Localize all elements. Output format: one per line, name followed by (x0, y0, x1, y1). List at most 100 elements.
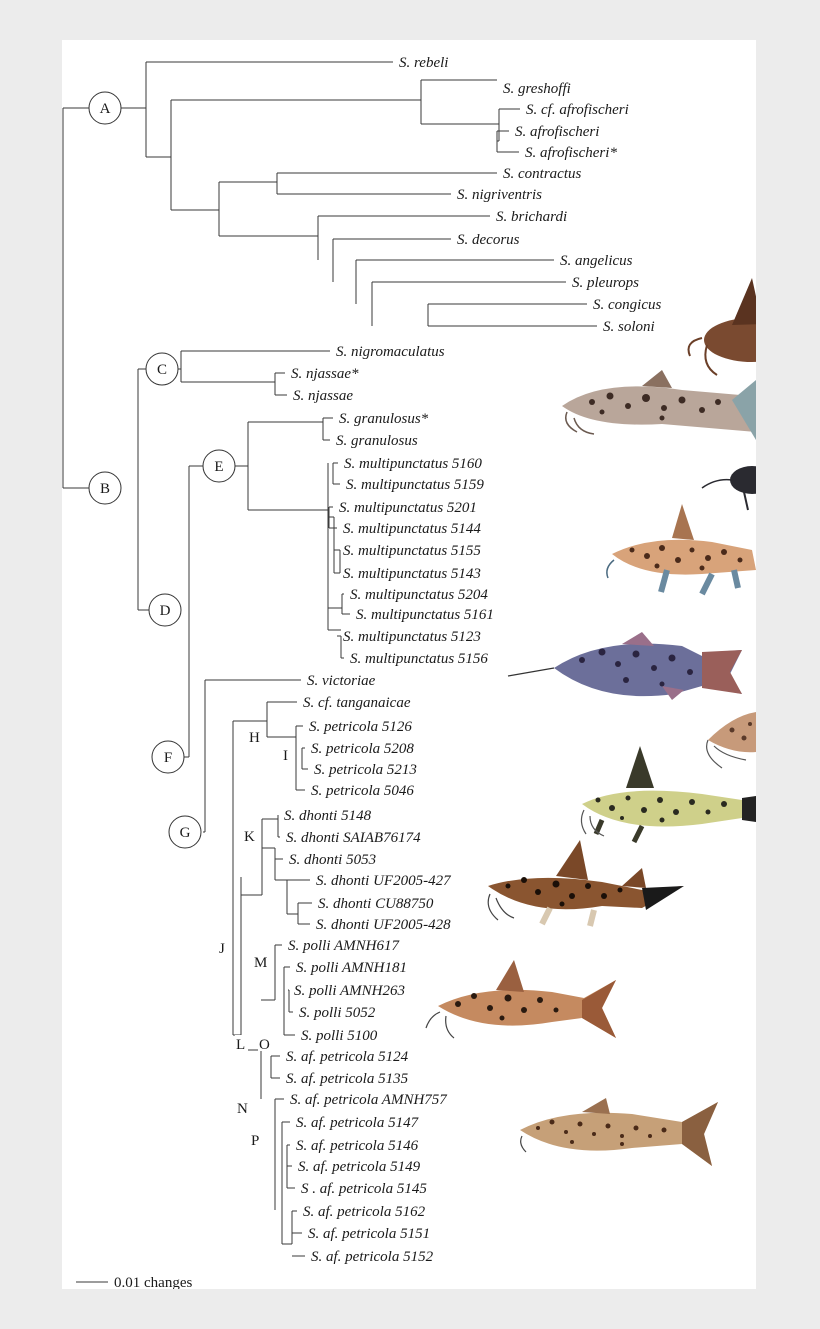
clade-label-background (253, 953, 266, 969)
clade-node-label: E (214, 459, 223, 475)
taxon-label: S. granulosus* (339, 411, 429, 427)
clade-node-label: P (251, 1133, 259, 1149)
taxon-label: S. njassae (293, 388, 353, 404)
clade-node-label: I (283, 748, 288, 764)
taxon-label: S. cf. tanganaicae (303, 695, 411, 711)
clade-node-circle (88, 471, 122, 505)
taxon-label: S. polli AMNH263 (294, 983, 405, 999)
clade-label-background (282, 746, 295, 762)
clade-node-label: J (219, 941, 225, 957)
clade-node-c: C (145, 352, 179, 386)
taxon-label: S. congicus (593, 297, 661, 313)
taxon-label: S. petricola 5046 (311, 783, 414, 799)
catfish-brown-icon (687, 278, 756, 376)
phylogenetic-tree: S. rebeli S. greshoffi S. cf. afrofischeri… (62, 55, 756, 1289)
taxon-label: S. polli AMNH617 (288, 938, 400, 954)
catfish-tan-small-spots-icon (520, 1098, 718, 1166)
clade-node-label: N (237, 1101, 248, 1117)
taxon-label: S. rebeli (399, 55, 448, 71)
taxon-label: S. multipunctatus 5156 (350, 651, 488, 667)
clade-node-label: A (100, 101, 111, 117)
catfish-orange-spotted-icon (425, 960, 616, 1039)
taxon-label: S. multipunctatus 5201 (339, 500, 477, 516)
scale-bar-label: 0.01 changes (114, 1275, 192, 1289)
clade-nodes: A B C D E F G H I J K L M N O P (88, 91, 295, 1149)
catfish-dark-head-icon (701, 466, 756, 511)
taxon-label: S. greshoffi (503, 81, 571, 97)
taxon-label: S. polli 5100 (301, 1028, 378, 1044)
taxon-label: S. victoriae (307, 673, 376, 689)
clade-node-n: N (236, 1099, 249, 1117)
clade-label-background (248, 728, 261, 744)
taxon-label: S. multipunctatus 5155 (343, 543, 481, 559)
clade-label-background (236, 1099, 249, 1115)
taxon-label: S. af. petricola 5151 (308, 1226, 430, 1242)
clade-node-label: G (180, 825, 191, 841)
clade-node-circle (151, 740, 185, 774)
taxon-label: S. pleurops (572, 275, 639, 291)
clade-node-circle (168, 815, 202, 849)
taxon-label: S. afrofischeri (515, 124, 599, 140)
taxon-label: S. cf. afrofischeri (526, 102, 629, 118)
catfish-partial-spotted-icon (706, 712, 756, 769)
clade-node-label: C (157, 362, 167, 378)
taxon-label: S. af. petricola 5162 (303, 1204, 426, 1220)
taxon-label: S. polli AMNH181 (296, 960, 407, 976)
taxon-label: S. decorus (457, 232, 520, 248)
taxon-label: S. granulosus (336, 433, 418, 449)
taxon-label: S. af. petricola 5152 (311, 1249, 434, 1265)
taxon-label: S. dhonti CU88750 (318, 896, 434, 912)
clade-label-background (243, 827, 256, 843)
taxon-label: S. petricola 5208 (311, 741, 414, 757)
catfish-yellow-black-icon (580, 746, 756, 844)
clade-label-background (258, 1035, 271, 1051)
taxon-label: S. petricola 5213 (314, 762, 417, 778)
taxon-label: S. petricola 5126 (309, 719, 412, 735)
taxon-label: S. af. petricola 5124 (286, 1049, 409, 1065)
taxon-label: S. afrofischeri* (525, 145, 617, 161)
taxon-label: S. njassae* (291, 366, 359, 382)
taxon-label: S. brichardi (496, 209, 567, 225)
taxon-label: S. af. petricola 5147 (296, 1115, 420, 1131)
clade-node-b: B (88, 471, 122, 505)
taxon-label: S. dhonti SAIAB76174 (286, 830, 421, 846)
catfish-brown-black-spots-icon (487, 840, 684, 927)
catfish-tan-spotted-icon (606, 504, 756, 596)
clade-node-label: D (160, 603, 171, 619)
clade-node-label: K (244, 829, 255, 845)
taxon-label: S. nigromaculatus (336, 344, 445, 360)
clade-node-h: H (248, 728, 261, 746)
taxon-label: S. dhonti 5053 (289, 852, 376, 868)
taxon-label: S. af. petricola 5135 (286, 1071, 409, 1087)
clade-node-label: H (249, 730, 260, 746)
clade-node-l: L (235, 1035, 248, 1053)
taxon-label: S. multipunctatus 5160 (344, 456, 482, 472)
clade-label-background (218, 939, 231, 955)
clade-node-a: A (88, 91, 122, 125)
clade-node-i: I (282, 746, 295, 764)
fish-illustrations (425, 278, 756, 1166)
taxon-label: S. dhonti UF2005-427 (316, 873, 452, 889)
taxon-label: S. af. petricola AMNH757 (290, 1092, 448, 1108)
taxon-label: S. contractus (503, 166, 581, 182)
phylogeny-figure: S. rebeli S. greshoffi S. cf. afrofischeri… (62, 40, 756, 1289)
tip-labels: S. rebeli S. greshoffi S. cf. afrofischeri… (284, 55, 661, 1265)
clade-node-d: D (148, 593, 182, 627)
taxon-label: S. multipunctatus 5144 (343, 521, 481, 537)
clade-node-circle (88, 91, 122, 125)
clade-label-background (235, 1035, 248, 1051)
clade-node-e: E (202, 449, 236, 483)
taxon-label: S. dhonti 5148 (284, 808, 372, 824)
clade-node-circle (202, 449, 236, 483)
taxon-label: S. multipunctatus 5143 (343, 566, 481, 582)
clade-node-circle (145, 352, 179, 386)
clade-node-label: F (164, 750, 172, 766)
clade-node-label: L (236, 1037, 245, 1053)
clade-node-p: P (250, 1131, 263, 1149)
taxon-label: S. multipunctatus 5159 (346, 477, 484, 493)
taxon-label: S. soloni (603, 319, 655, 335)
clade-node-o: O (258, 1035, 271, 1053)
taxon-label: S . af. petricola 5145 (301, 1181, 427, 1197)
taxon-label: S. angelicus (560, 253, 633, 269)
clade-node-k: K (243, 827, 256, 845)
